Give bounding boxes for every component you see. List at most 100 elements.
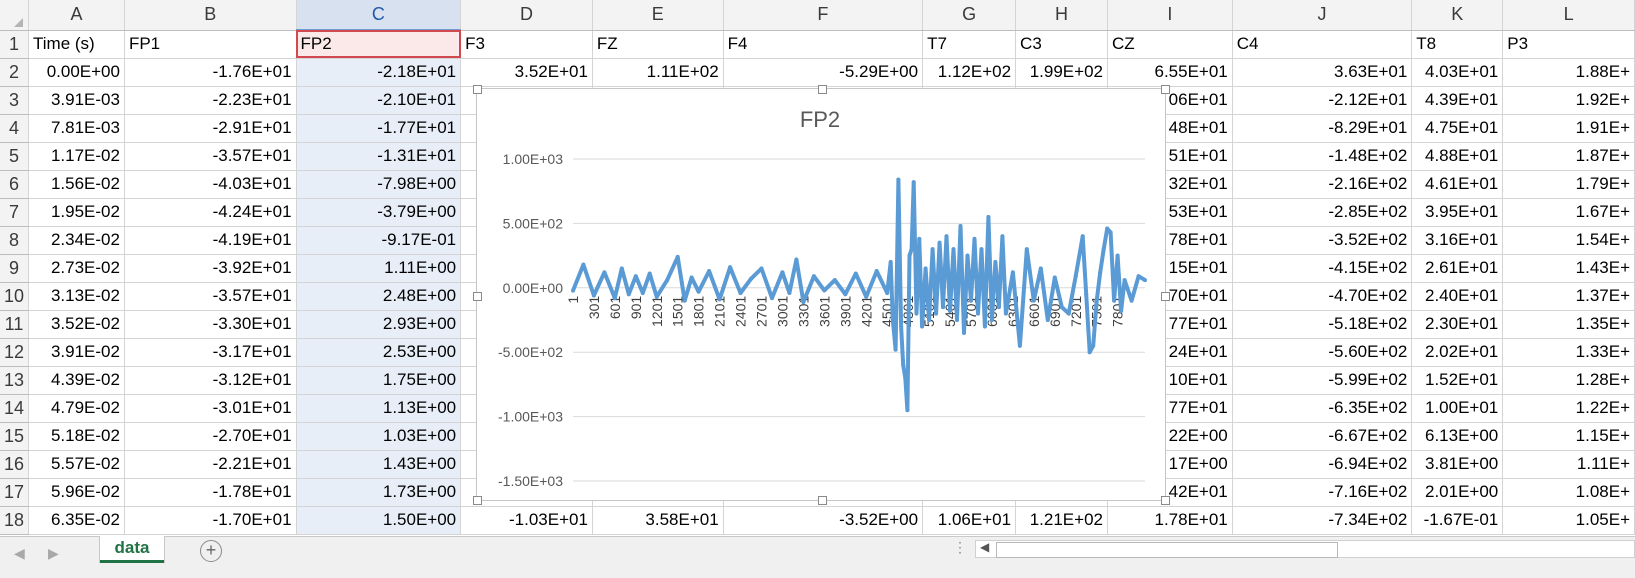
- cell-a18[interactable]: 6.35E-02: [28, 506, 125, 535]
- cell-k15[interactable]: 6.13E+00: [1411, 422, 1504, 451]
- cell-c14[interactable]: 1.13E+00: [296, 394, 462, 423]
- column-header-d[interactable]: D: [460, 0, 593, 31]
- row-header[interactable]: 5: [0, 142, 30, 171]
- cell-c18[interactable]: 1.50E+00: [296, 506, 462, 535]
- cell-e1[interactable]: FZ: [592, 30, 724, 59]
- select-all-triangle-icon[interactable]: [0, 0, 26, 30]
- column-header-e[interactable]: E: [592, 0, 724, 31]
- cell-j3[interactable]: -2.12E+01: [1232, 86, 1413, 115]
- cell-k17[interactable]: 2.01E+00: [1411, 478, 1504, 507]
- cell-k13[interactable]: 1.52E+01: [1411, 366, 1504, 395]
- cell-k4[interactable]: 4.75E+01: [1411, 114, 1504, 143]
- cell-l2[interactable]: 1.88E+: [1502, 58, 1635, 87]
- cell-b16[interactable]: -2.21E+01: [124, 450, 297, 479]
- tab-split-handle-icon[interactable]: ⋮: [953, 539, 967, 555]
- cell-b4[interactable]: -2.91E+01: [124, 114, 297, 143]
- row-header[interactable]: 16: [0, 450, 30, 479]
- cell-k8[interactable]: 3.16E+01: [1411, 226, 1504, 255]
- cell-c3[interactable]: -2.10E+01: [296, 86, 462, 115]
- cell-k14[interactable]: 1.00E+01: [1411, 394, 1504, 423]
- cell-j10[interactable]: -4.70E+02: [1232, 282, 1413, 311]
- cell-j7[interactable]: -2.85E+02: [1232, 198, 1413, 227]
- row-header[interactable]: 8: [0, 226, 30, 255]
- cell-i18[interactable]: 1.78E+01: [1107, 506, 1233, 535]
- row-header[interactable]: 17: [0, 478, 30, 507]
- horizontal-scrollbar[interactable]: ◀: [975, 540, 1635, 558]
- cell-d1[interactable]: F3: [460, 30, 593, 59]
- cell-l5[interactable]: 1.87E+: [1502, 142, 1635, 171]
- row-header[interactable]: 6: [0, 170, 30, 199]
- cell-j8[interactable]: -3.52E+02: [1232, 226, 1413, 255]
- cell-e2[interactable]: 1.11E+02: [592, 58, 724, 87]
- cell-l9[interactable]: 1.43E+: [1502, 254, 1635, 283]
- cell-j9[interactable]: -4.15E+02: [1232, 254, 1413, 283]
- row-header[interactable]: 2: [0, 58, 30, 87]
- cell-b9[interactable]: -3.92E+01: [124, 254, 297, 283]
- embedded-chart[interactable]: FP2 1.00E+03 5.00E+02 0.00E+00 -5.00E+02 -1.0…: [473, 85, 1170, 505]
- cell-j14[interactable]: -6.35E+02: [1232, 394, 1413, 423]
- chart-resize-handle[interactable]: [473, 292, 482, 301]
- chart-resize-handle[interactable]: [818, 496, 827, 505]
- cell-k2[interactable]: 4.03E+01: [1411, 58, 1504, 87]
- prev-sheet-arrow-icon[interactable]: ◀: [14, 545, 25, 561]
- chart-resize-handle[interactable]: [1161, 496, 1170, 505]
- cell-c16[interactable]: 1.43E+00: [296, 450, 462, 479]
- cell-a4[interactable]: 7.81E-03: [28, 114, 125, 143]
- cell-a12[interactable]: 3.91E-02: [28, 338, 125, 367]
- cell-b11[interactable]: -3.30E+01: [124, 310, 297, 339]
- row-header[interactable]: 15: [0, 422, 30, 451]
- cell-d2[interactable]: 3.52E+01: [460, 58, 593, 87]
- cell-a8[interactable]: 2.34E-02: [28, 226, 125, 255]
- cell-l8[interactable]: 1.54E+: [1502, 226, 1635, 255]
- chart-resize-handle[interactable]: [818, 85, 827, 94]
- row-header[interactable]: 3: [0, 86, 30, 115]
- cell-k1[interactable]: T8: [1411, 30, 1504, 59]
- cell-b3[interactable]: -2.23E+01: [124, 86, 297, 115]
- cell-b1[interactable]: FP1: [124, 30, 297, 59]
- cell-h1[interactable]: C3: [1015, 30, 1108, 59]
- cell-a15[interactable]: 5.18E-02: [28, 422, 125, 451]
- cell-b18[interactable]: -1.70E+01: [124, 506, 297, 535]
- cell-j12[interactable]: -5.60E+02: [1232, 338, 1413, 367]
- row-header[interactable]: 9: [0, 254, 30, 283]
- cell-k12[interactable]: 2.02E+01: [1411, 338, 1504, 367]
- cell-j16[interactable]: -6.94E+02: [1232, 450, 1413, 479]
- cell-a1[interactable]: Time (s): [28, 30, 125, 59]
- cell-j2[interactable]: 3.63E+01: [1232, 58, 1413, 87]
- cell-a13[interactable]: 4.39E-02: [28, 366, 125, 395]
- cell-l16[interactable]: 1.11E+: [1502, 450, 1635, 479]
- cell-c10[interactable]: 2.48E+00: [296, 282, 462, 311]
- row-header[interactable]: 13: [0, 366, 30, 395]
- cell-k5[interactable]: 4.88E+01: [1411, 142, 1504, 171]
- cell-b17[interactable]: -1.78E+01: [124, 478, 297, 507]
- cell-j4[interactable]: -8.29E+01: [1232, 114, 1413, 143]
- cell-l15[interactable]: 1.15E+: [1502, 422, 1635, 451]
- column-header-a[interactable]: A: [28, 0, 125, 31]
- row-header[interactable]: 10: [0, 282, 30, 311]
- cell-b8[interactable]: -4.19E+01: [124, 226, 297, 255]
- cell-c4[interactable]: -1.77E+01: [296, 114, 462, 143]
- cell-b7[interactable]: -4.24E+01: [124, 198, 297, 227]
- cell-k18[interactable]: -1.67E-01: [1411, 506, 1504, 535]
- cell-c11[interactable]: 2.93E+00: [296, 310, 462, 339]
- cell-h2[interactable]: 1.99E+02: [1015, 58, 1108, 87]
- cell-l6[interactable]: 1.79E+: [1502, 170, 1635, 199]
- cell-c6[interactable]: -7.98E+00: [296, 170, 462, 199]
- chart-resize-handle[interactable]: [1161, 292, 1170, 301]
- cell-k10[interactable]: 2.40E+01: [1411, 282, 1504, 311]
- cell-f18[interactable]: -3.52E+00: [723, 506, 924, 535]
- cell-c9[interactable]: 1.11E+00: [296, 254, 462, 283]
- cell-c1[interactable]: FP2: [296, 30, 462, 59]
- cell-k16[interactable]: 3.81E+00: [1411, 450, 1504, 479]
- add-sheet-button[interactable]: +: [200, 540, 222, 562]
- cell-a16[interactable]: 5.57E-02: [28, 450, 125, 479]
- cell-j1[interactable]: C4: [1232, 30, 1413, 59]
- cell-a17[interactable]: 5.96E-02: [28, 478, 125, 507]
- cell-c7[interactable]: -3.79E+00: [296, 198, 462, 227]
- cell-j6[interactable]: -2.16E+02: [1232, 170, 1413, 199]
- row-header[interactable]: 4: [0, 114, 30, 143]
- row-header[interactable]: 12: [0, 338, 30, 367]
- cell-l10[interactable]: 1.37E+: [1502, 282, 1635, 311]
- cell-l7[interactable]: 1.67E+: [1502, 198, 1635, 227]
- sheet-tab-data[interactable]: data: [100, 536, 164, 563]
